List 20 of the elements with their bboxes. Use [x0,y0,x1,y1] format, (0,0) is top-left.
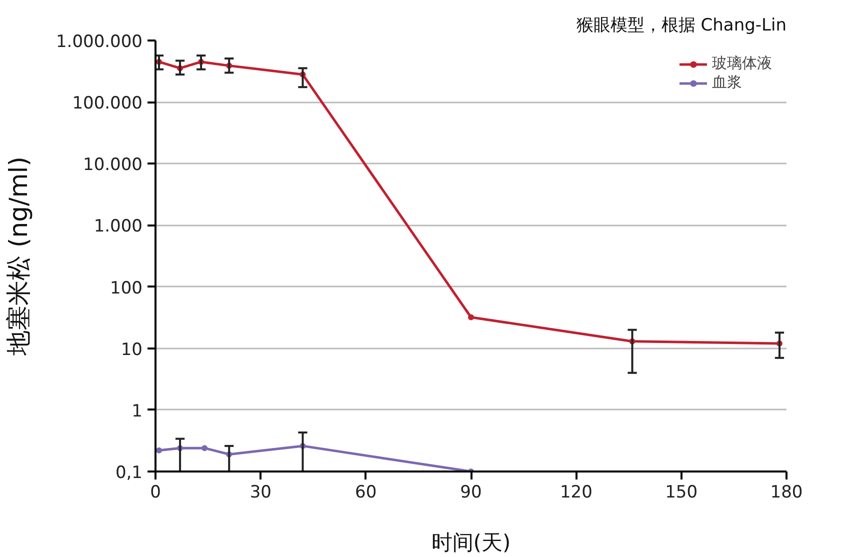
legend-label: 玻璃体液 [712,54,772,73]
y-tick-label: 100.000 [72,94,143,114]
chart-title: 猴眼模型，根据 Chang-Lin [576,16,787,36]
y-tick-label: 10.000 [83,155,142,176]
y-tick-label: 1.000 [94,216,143,237]
y-tick-label: 100 [110,278,143,298]
y-tick-label: 10 [120,340,143,360]
y-tick-label: 0,1 [115,463,143,483]
x-tick-label: 30 [250,482,272,502]
y-tick-label: 1.000.000 [56,32,143,52]
y-axis-title: 地塞米松 (ng/ml) [4,156,33,356]
y-tick-label: 1 [132,401,143,422]
legend-label: 血浆 [712,73,742,92]
x-tick-label: 0 [150,482,161,502]
x-tick-label: 60 [355,482,377,502]
x-tick-label: 150 [665,482,698,502]
x-tick-label: 180 [770,482,803,502]
x-axis-title: 时间(天) [431,530,511,554]
x-tick-label: 90 [460,482,482,502]
x-tick-label: 120 [560,482,592,502]
